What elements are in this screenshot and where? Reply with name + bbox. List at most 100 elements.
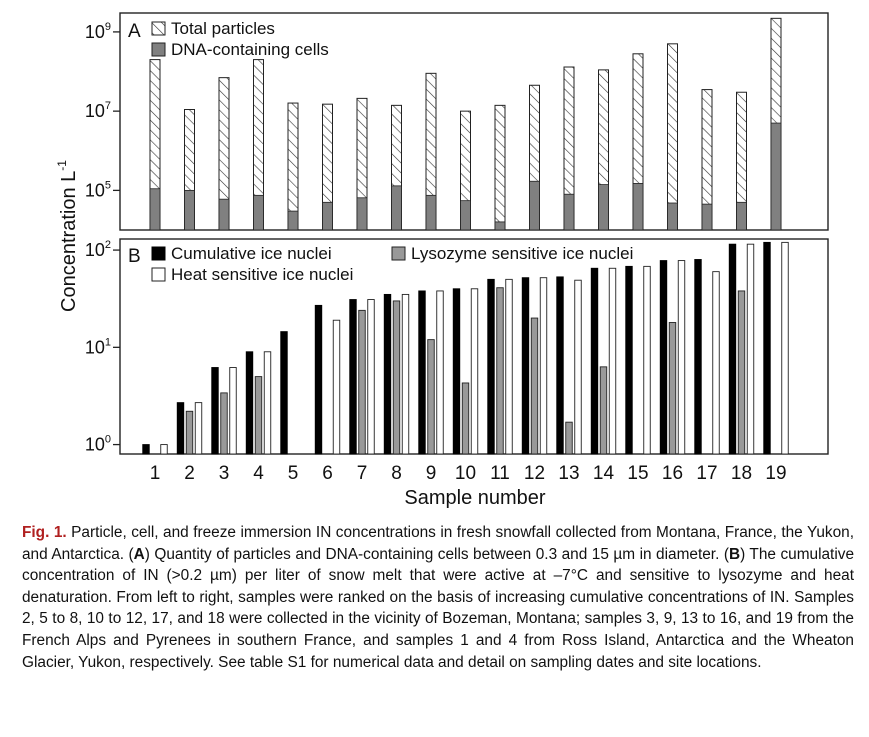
bar-dna-cells-15	[632, 183, 644, 231]
legend-total-particles: Total particles	[171, 19, 275, 38]
bar-lysozyme-7	[358, 309, 366, 455]
bar-lysozyme-14	[599, 366, 608, 455]
bar-heat-9	[436, 290, 444, 455]
x-tick-label-4: 4	[253, 463, 264, 484]
x-tick-label-1: 1	[150, 463, 161, 484]
panel-b-y-axis: 100 101 102	[85, 239, 120, 455]
bar-dna-cells-19	[770, 122, 782, 231]
y-tick-label: 107	[85, 100, 111, 121]
x-tick-label-6: 6	[322, 463, 333, 484]
y-axis-title: Concentration L-1	[55, 160, 80, 312]
bar-heat-2	[194, 402, 203, 455]
panel-a-legend: Total particles DNA-containing cells	[151, 19, 329, 59]
bar-dna-cells-11	[494, 221, 506, 231]
bar-heat-16	[677, 260, 686, 455]
bar-heat-8	[401, 293, 410, 455]
x-tick-label-8: 8	[391, 463, 402, 484]
bar-lysozyme-12	[530, 317, 539, 455]
figure-caption: Fig. 1. Particle, cell, and freeze immer…	[22, 522, 854, 673]
x-tick-label-5: 5	[288, 463, 299, 484]
panel-a-letter: A	[128, 21, 141, 42]
x-tick-label-7: 7	[357, 463, 368, 484]
bar-lysozyme-9	[427, 339, 435, 455]
legend-swatch-total-particles	[151, 21, 166, 36]
bar-dna-cells-7	[356, 197, 368, 231]
bar-lysozyme-4	[254, 376, 263, 455]
bar-cumulative-11	[487, 278, 495, 455]
panel-a-y-axis: 105 107 109	[85, 21, 120, 200]
x-tick-label-10: 10	[455, 463, 476, 484]
x-axis-title: Sample number	[404, 487, 546, 509]
bar-heat-19	[781, 241, 789, 455]
bar-lysozyme-2	[185, 410, 194, 455]
caption-part-2: ) Quantity of particles and DNA-containi…	[144, 545, 729, 563]
bar-lysozyme-3	[220, 392, 228, 455]
x-tick-label-19: 19	[765, 463, 786, 484]
bar-heat-15	[643, 265, 651, 455]
bar-dna-cells-18	[736, 201, 747, 231]
caption-part-1: Particle, cell, and freeze immersion IN …	[22, 524, 855, 563]
x-tick-label-18: 18	[731, 463, 752, 484]
x-tick-label-12: 12	[524, 463, 545, 484]
bar-dna-cells-13	[563, 193, 575, 231]
bar-dna-cells-16	[667, 202, 678, 231]
svg-text:Concentration L-1: Concentration L-1	[55, 160, 80, 312]
bar-cumulative-14	[590, 267, 599, 455]
bar-heat-1	[160, 444, 168, 455]
panel-a-bars	[149, 17, 782, 231]
bar-heat-18	[746, 243, 755, 455]
x-tick-label-13: 13	[558, 463, 579, 484]
legend-lysozyme-ice-nuclei: Lysozyme sensitive ice nuclei	[411, 244, 633, 263]
bar-cumulative-13	[556, 276, 564, 455]
bar-dna-cells-14	[598, 184, 609, 231]
bar-cumulative-7	[349, 299, 357, 455]
bar-lysozyme-10	[461, 382, 470, 455]
bar-heat-14	[608, 267, 617, 455]
bar-dna-cells-4	[253, 194, 264, 231]
caption-fig-label: Fig. 1.	[22, 524, 67, 541]
bar-dna-cells-5	[287, 210, 299, 231]
bar-cumulative-12	[521, 277, 530, 455]
caption-panel-b-ref: B	[728, 545, 741, 563]
x-tick-label-3: 3	[219, 463, 230, 484]
bar-total-particles-16	[667, 43, 678, 231]
bar-cumulative-15	[625, 265, 633, 455]
bar-dna-cells-9	[425, 194, 437, 231]
legend-cumulative-ice-nuclei: Cumulative ice nuclei	[171, 244, 332, 263]
x-tick-label-9: 9	[426, 463, 437, 484]
x-tick-label-15: 15	[627, 463, 648, 484]
x-tick-label-17: 17	[696, 463, 717, 484]
x-tick-label-11: 11	[490, 463, 510, 484]
legend-heat-ice-nuclei: Heat sensitive ice nuclei	[171, 265, 353, 284]
y-axis-title-exp: -1	[55, 160, 69, 171]
x-tick-label-16: 16	[662, 463, 683, 484]
y-axis-title-text: Concentration L	[58, 171, 80, 312]
bar-cumulative-2	[176, 402, 185, 455]
legend-dna-cells: DNA-containing cells	[171, 40, 329, 59]
bar-dna-cells-10	[460, 200, 471, 231]
y-tick-label: 100	[85, 434, 111, 455]
bar-cumulative-3	[211, 367, 219, 455]
bar-heat-7	[367, 299, 375, 455]
bar-heat-6	[332, 319, 341, 455]
bar-dna-cells-17	[701, 203, 713, 231]
bar-cumulative-6	[314, 304, 323, 455]
x-tick-label-14: 14	[593, 463, 615, 484]
bar-lysozyme-16	[668, 322, 677, 455]
bar-dna-cells-1	[149, 188, 161, 231]
legend-swatch-cumulative	[151, 246, 166, 261]
bar-lysozyme-18	[737, 290, 746, 455]
bar-heat-10	[470, 288, 479, 455]
bar-cumulative-10	[452, 288, 461, 455]
bar-total-particles-11	[494, 104, 506, 231]
bar-cumulative-5	[280, 331, 288, 455]
legend-swatch-dna-cells	[151, 42, 166, 57]
bar-cumulative-16	[659, 260, 668, 455]
bar-cumulative-19	[763, 241, 771, 455]
bar-heat-17	[712, 271, 720, 455]
bar-lysozyme-11	[496, 287, 504, 455]
bar-dna-cells-3	[218, 198, 230, 231]
y-tick-label: 101	[85, 336, 111, 357]
caption-part-3: ) The cumulative concentration of IN (>0…	[22, 545, 855, 671]
panel-b-legend: Cumulative ice nuclei Lysozyme sensitive…	[151, 244, 633, 284]
